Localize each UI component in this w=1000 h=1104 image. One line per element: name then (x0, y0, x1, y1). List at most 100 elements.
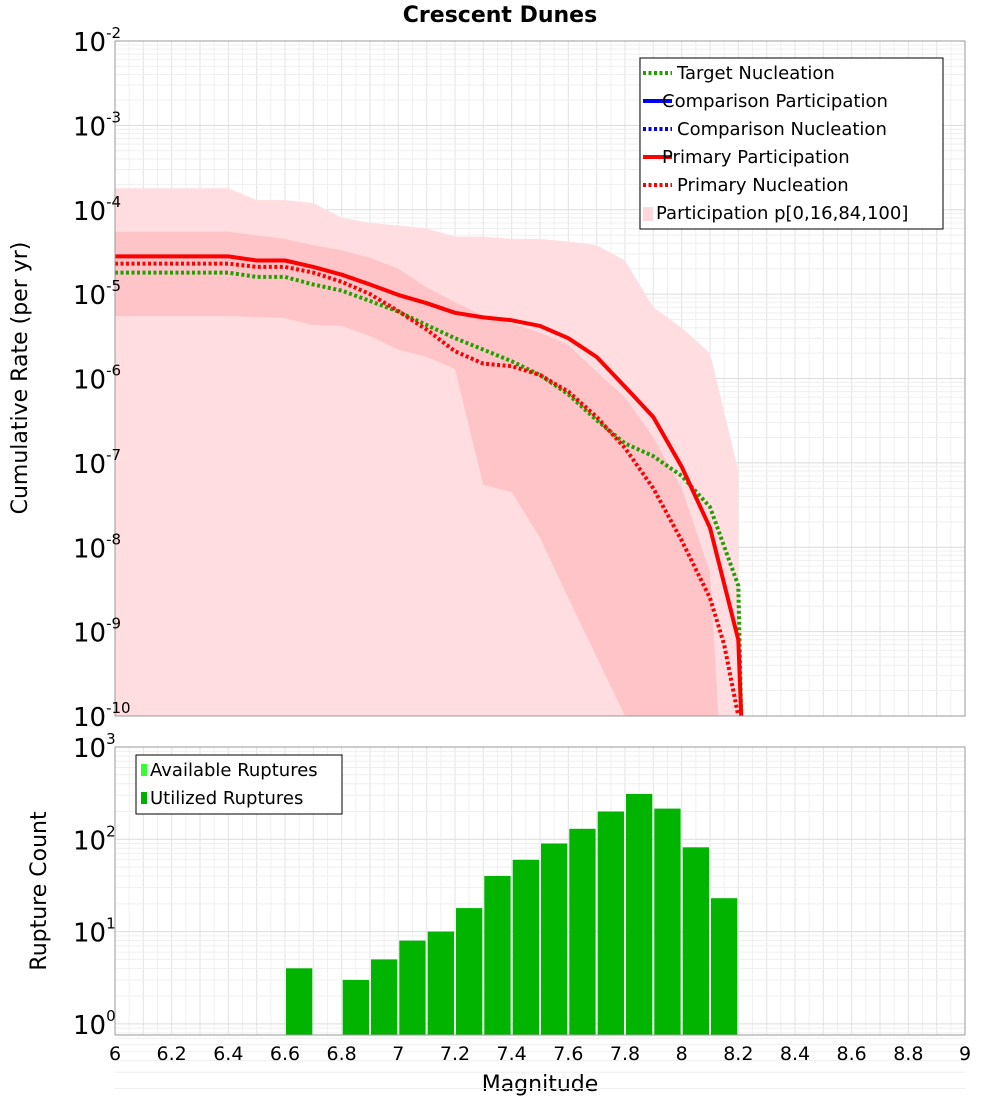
bottom-y-axis-label: Rupture Count (27, 811, 52, 971)
y-tick-base: 10 (73, 734, 106, 764)
y-tick-exponent: 0 (106, 1007, 116, 1025)
y-tick-base: 10 (73, 1011, 106, 1041)
bar (512, 859, 539, 1035)
legend-label: Available Ruptures (150, 760, 318, 781)
y-tick-base: 10 (73, 703, 106, 733)
y-tick-exponent: -7 (106, 446, 121, 464)
y-tick-exponent: -8 (106, 530, 121, 548)
x-tick-label: 8.4 (780, 1043, 810, 1065)
y-tick-base: 10 (73, 534, 106, 564)
y-tick-label: 10-4 (73, 193, 121, 227)
y-tick-label: 10-2 (73, 24, 121, 58)
top-plot-panel: 10-210-310-410-510-610-710-810-910-10Tar… (73, 24, 966, 733)
bar (541, 843, 568, 1035)
x-tick-label: 8.8 (893, 1043, 923, 1065)
y-tick-label: 10-3 (73, 108, 121, 142)
y-tick-base: 10 (73, 112, 106, 142)
legend-label: Utilized Ruptures (150, 788, 303, 809)
x-tick-label: 8 (676, 1043, 688, 1065)
top-plot-series-group (115, 188, 744, 716)
y-tick-base: 10 (73, 919, 106, 949)
x-tick-label: 8.2 (723, 1043, 753, 1065)
y-tick-exponent: -6 (106, 362, 121, 380)
y-tick-base: 10 (73, 619, 106, 649)
y-tick-label: 102 (73, 822, 116, 856)
legend-swatch (643, 207, 653, 221)
y-tick-label: 10-10 (73, 699, 131, 733)
y-tick-exponent: -3 (106, 108, 121, 126)
legend-label: Target Nucleation (676, 63, 835, 84)
y-tick-label: 103 (73, 730, 116, 764)
y-tick-exponent: -9 (106, 615, 121, 633)
bar (342, 979, 369, 1035)
y-tick-exponent: -5 (106, 277, 121, 295)
y-tick-base: 10 (73, 826, 106, 856)
bar (484, 876, 511, 1035)
legend-label: Primary Nucleation (677, 175, 849, 196)
bottom-plot-border (114, 746, 966, 1036)
y-tick-base: 10 (73, 28, 106, 58)
bar (399, 940, 426, 1035)
bottom-legend: Available Ruptures Utilized Ruptures (135, 754, 343, 815)
y-tick-exponent: -4 (106, 193, 121, 211)
bottom-bars-group (286, 794, 738, 1035)
bar (286, 968, 313, 1035)
series-line-primary-nucleation (115, 261, 741, 716)
chart-title: Crescent Dunes (403, 3, 597, 28)
x-tick-label: 6 (109, 1043, 121, 1065)
x-tick-label: 7 (392, 1043, 404, 1065)
top-plot-border (114, 40, 966, 717)
y-tick-exponent: 2 (106, 822, 116, 840)
y-tick-base: 10 (73, 281, 106, 311)
top-y-axis-label: Cumulative Rate (per yr) (8, 242, 33, 515)
y-tick-exponent: 3 (106, 730, 116, 748)
band-inner-p16-p84 (115, 231, 719, 716)
legend-label: Comparison Participation (662, 91, 888, 112)
bar (682, 847, 709, 1035)
bar (427, 931, 454, 1035)
bar (456, 908, 483, 1035)
bar (711, 898, 738, 1035)
legend-swatch (141, 764, 147, 776)
legend-label: Participation p[0,16,84,100] (656, 203, 908, 224)
x-tick-label: 6.4 (213, 1043, 243, 1065)
x-tick-label: 7.8 (610, 1043, 640, 1065)
y-tick-label: 10-5 (73, 277, 121, 311)
x-tick-label: 6.2 (157, 1043, 187, 1065)
y-tick-base: 10 (73, 450, 106, 480)
legend-label: Primary Participation (662, 147, 850, 168)
y-tick-exponent: -2 (106, 24, 121, 42)
bar (626, 794, 653, 1035)
x-tick-label: 9 (959, 1043, 971, 1065)
y-tick-label: 10-6 (73, 362, 121, 396)
y-tick-base: 10 (73, 366, 106, 396)
x-axis-label: Magnitude (482, 1072, 599, 1097)
bar (597, 811, 624, 1035)
bar (569, 828, 596, 1035)
x-tick-label: 7.6 (553, 1043, 583, 1065)
bottom-legend-box (135, 754, 343, 815)
y-tick-exponent: 1 (106, 915, 116, 933)
y-tick-label: 100 (73, 1007, 116, 1041)
x-tick-label: 7.4 (497, 1043, 527, 1065)
series-line-target-nucleation (115, 270, 744, 716)
y-tick-label: 101 (73, 915, 116, 949)
bar (654, 808, 681, 1035)
top-legend: Target Nucleation Comparison Participatio… (639, 57, 944, 230)
bar (371, 959, 398, 1035)
y-tick-base: 10 (73, 197, 106, 227)
top-legend-box (639, 57, 944, 230)
y-tick-label: 10-9 (73, 615, 121, 649)
x-tick-label: 7.2 (440, 1043, 470, 1065)
y-tick-label: 10-8 (73, 530, 121, 564)
legend-label: Comparison Nucleation (677, 119, 887, 140)
x-tick-label: 6.8 (327, 1043, 357, 1065)
x-tick-label: 8.6 (837, 1043, 867, 1065)
series-line-primary-participation (115, 254, 744, 716)
x-tick-label: 6.6 (270, 1043, 300, 1065)
legend-swatch (141, 792, 147, 804)
y-tick-label: 10-7 (73, 446, 121, 480)
